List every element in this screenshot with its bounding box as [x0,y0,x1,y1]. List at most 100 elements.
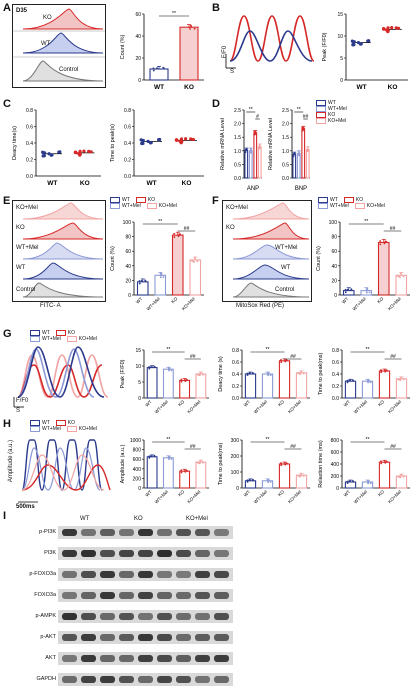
data-point [138,280,141,282]
blot-band [138,550,153,557]
data-point [250,148,252,151]
data-point [47,152,51,156]
y-axis-label: Time to peak(s) [110,124,116,162]
data-point [146,139,150,144]
y-tick-label: 0.5 [282,162,289,168]
legend-wt-mel: WT+Mel [122,203,141,209]
data-point [196,373,199,376]
blot-band [100,550,115,557]
data-point [292,155,295,158]
data-point [193,261,196,263]
y-tick-label: 0.8 [332,348,339,354]
data-point [346,288,349,291]
y-tick-label: 1.0 [282,149,289,155]
panel-label-e: E [3,195,11,207]
blot-band [119,592,134,599]
x-tick-label: WT [341,296,350,305]
x-tick-label: WT+Mel [154,399,169,414]
y-tick-label: 1.5 [234,135,241,141]
bar [253,132,258,179]
y-axis-label: Deacy time (s) [218,356,224,392]
sig-label: ** [366,347,370,353]
chart-h-relaxation: 0 200 400 600 800 Relaxtion time (ms) WT WT+Mel… [318,437,410,505]
y-tick-label: 2.0 [282,122,289,128]
y-axis-label: Time to peak(ms) [318,353,324,396]
legend-wt: WT [330,197,338,203]
blot-band [176,550,191,557]
data-point [400,272,402,275]
bar [296,152,301,179]
data-point [177,235,180,238]
y-tick-label: 800 [331,438,340,444]
x-tick-label: KO+Mel [186,399,201,414]
trace-b-ylabel: F/F0 [222,45,229,59]
x-tick-label: KO [170,296,178,304]
blot-row-label: p-AKT [40,634,56,640]
x-tick-label: KO [277,489,285,497]
sig-label: # [256,114,259,120]
data-point [191,137,195,142]
data-point [252,479,255,482]
x-tick-label: KO [177,489,185,497]
blot-band [176,676,191,683]
data-point [385,460,388,463]
data-point [297,474,300,477]
bar [305,148,310,179]
hist-label-ko: KO [226,225,235,231]
x-tick-label: WT [47,180,57,187]
panel-label-b: B [212,2,220,14]
data-point [369,381,372,384]
data-point [252,372,255,375]
trace-h-ylabel: Amplitude (a.u.) [8,439,15,483]
chart-g-decay: 0.0 0.2 0.4 0.6 0.8 Deacy time (s) WT WT+Mel KO K… [218,347,310,415]
bar [344,380,357,399]
x-tick-label: KO [184,84,194,91]
legend-ko-mel: KO+Mel [328,118,347,124]
data-point [89,150,93,154]
data-point [160,274,163,276]
blot-band [157,571,172,578]
data-point [399,379,402,382]
y-axis-label: Count (%) [110,246,116,271]
data-point [280,462,282,464]
data-point [140,141,144,146]
y-axis-label: Relative mRNA Level [268,118,274,170]
x-tick-label: WT+Mel [145,296,160,311]
y-axis-label: Peak (F/F0) [322,32,328,61]
data-point [346,381,349,384]
chart-a: 0 20 40 60 Count (%) WT KO ** [120,11,204,91]
bar [162,457,174,489]
data-point [298,152,300,155]
wt-mel-trace [21,447,101,491]
legend-ko: KO [328,112,336,118]
bar [189,259,202,296]
flow-histogram-e: KO+Mel KO WT+Mel WT Control [12,200,106,302]
data-point [74,151,78,155]
x-tick-label: WT [135,296,144,305]
x-tick-label: WT [356,84,366,91]
y-tick-label: 0.2 [26,158,33,164]
data-point [153,455,156,458]
bar [162,368,174,399]
blot-row-label: p-PI3K [39,529,56,535]
x-tick-label: KO [376,296,384,304]
y-tick-label: 0.6 [124,125,131,131]
blot-band [214,613,229,620]
blot-band [119,634,134,641]
data-point [198,462,201,465]
data-point [58,150,62,154]
data-point [302,475,305,477]
y-tick-label: 0.4 [232,372,239,378]
bar [179,26,199,81]
blot-band [62,571,77,578]
contraction-trace-h: Amplitude (a.u.) 500ms [8,430,112,510]
bar [292,154,297,179]
blot-band [195,571,210,578]
chart-c-time-to-peak: 0.0 0.2 0.4 0.6 0.8 Time to peak(s) WT KO [110,108,204,187]
legend-ko-mel: KO+Mel [158,203,177,209]
y-tick-label: 0.4 [124,141,131,147]
data-point [158,137,162,142]
blot-band [81,529,96,536]
blot-band [195,613,210,620]
y-tick-label: 1000 [130,438,141,444]
